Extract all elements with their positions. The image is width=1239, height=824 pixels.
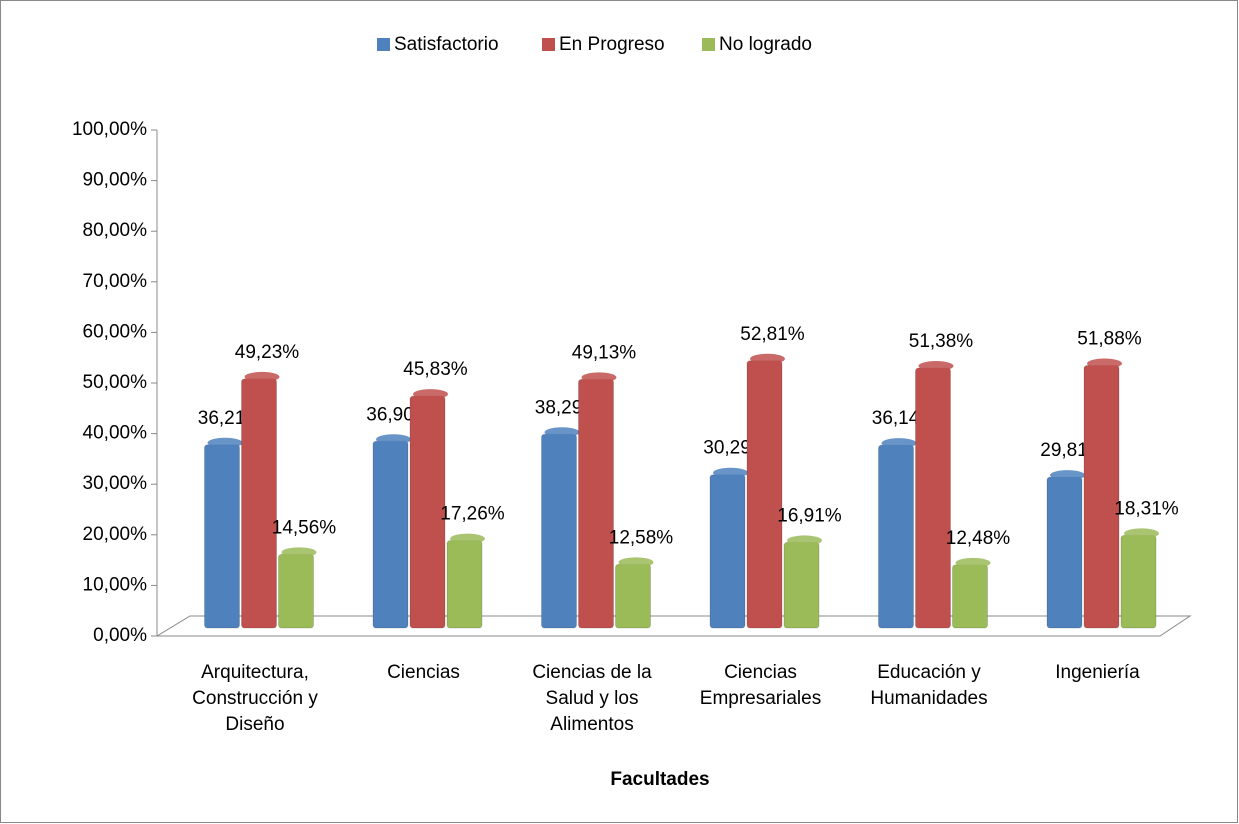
bar [241, 378, 277, 629]
bar [952, 564, 988, 629]
legend-label: No logrado [719, 34, 812, 55]
bar [615, 563, 651, 629]
x-tick-label: Ciencias de la Salud y los Alimentos [532, 662, 652, 735]
bar-top [713, 467, 748, 478]
bar-top [581, 372, 617, 383]
legend-label: En Progreso [559, 34, 665, 55]
data-label: 45,83% [403, 359, 468, 380]
y-tick-label: 20,00% [83, 524, 148, 545]
bar-top [787, 535, 822, 546]
bar [709, 474, 746, 629]
y-tick-label: 50,00% [83, 372, 148, 393]
bar-top [450, 533, 485, 544]
bar [878, 444, 914, 629]
y-tick-label: 10,00% [83, 574, 148, 595]
bar [278, 553, 314, 629]
bar [204, 444, 240, 629]
y-tick-label: 80,00% [83, 220, 148, 241]
data-label: 12,58% [609, 527, 674, 548]
bar-top [750, 353, 785, 364]
data-label: 51,88% [1077, 329, 1142, 350]
bar-top [881, 438, 917, 449]
bar-top [207, 437, 243, 448]
x-axis-title: Facultades [610, 769, 709, 790]
y-tick-label: 90,00% [83, 170, 148, 191]
data-label: 49,23% [235, 342, 300, 363]
y-tick-label: 40,00% [83, 423, 148, 444]
bar-top [1087, 358, 1122, 369]
legend-swatch [702, 38, 715, 51]
data-label: 12,48% [946, 528, 1011, 549]
legend-swatch [377, 38, 390, 51]
bar-top [413, 389, 448, 400]
y-tick-label: 60,00% [83, 321, 148, 342]
bar-top [244, 371, 280, 382]
data-label: 52,81% [740, 324, 805, 345]
bar [1083, 364, 1120, 629]
x-tick-label: Ciencias Empresariales [699, 662, 822, 709]
bar [578, 378, 614, 629]
bar [915, 367, 951, 629]
data-label: 16,91% [777, 505, 842, 526]
legend-swatch [542, 38, 555, 51]
bar-top [1050, 470, 1085, 481]
bar-top [281, 547, 317, 558]
data-label: 49,13% [572, 342, 637, 363]
bar-top [1124, 528, 1159, 539]
bar-top [618, 557, 654, 568]
bar [372, 440, 409, 629]
data-label: 51,38% [909, 331, 974, 352]
y-tick-label: 70,00% [83, 271, 148, 292]
x-tick-label: Educación y Humanidades [870, 662, 988, 709]
data-label: 17,26% [440, 504, 505, 525]
x-tick-label: Arquitectura, Construcción y Diseño [192, 662, 318, 735]
bar-top [955, 557, 991, 568]
y-tick-label: 100,00% [72, 119, 147, 140]
y-tick-label: 30,00% [83, 473, 148, 494]
legend-label: Satisfactorio [394, 34, 499, 55]
data-label: 18,31% [1114, 498, 1179, 519]
bar-top [376, 434, 411, 445]
bar-top [918, 361, 954, 372]
bar-top [544, 427, 580, 438]
y-tick-label: 0,00% [93, 625, 147, 646]
bar [446, 540, 483, 629]
x-tick-label: Ciencias [387, 662, 460, 683]
data-label: 14,56% [272, 517, 337, 538]
x-tick-label: Ingeniería [1055, 662, 1140, 683]
bar [541, 433, 577, 629]
bar [1120, 534, 1157, 629]
bar [783, 541, 820, 629]
bar [1046, 476, 1083, 629]
bar [746, 360, 783, 629]
